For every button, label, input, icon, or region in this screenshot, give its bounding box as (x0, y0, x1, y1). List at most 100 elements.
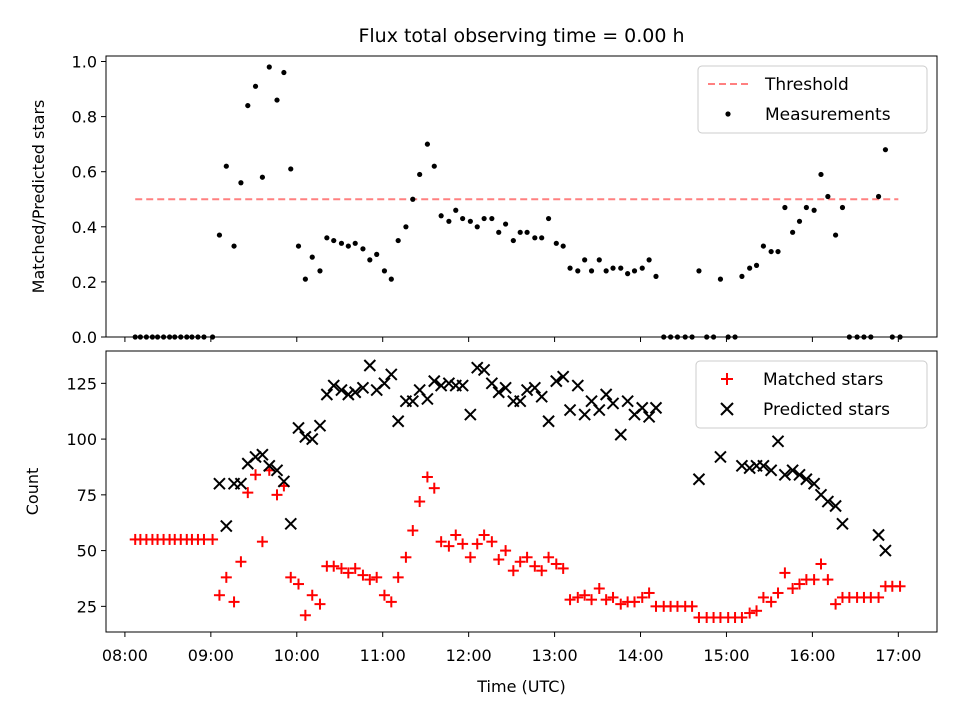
predicted-star-point (320, 388, 334, 401)
matched-star-point (564, 594, 576, 606)
matched-star-point (779, 567, 791, 579)
top-y-tick-label: 1.0 (72, 53, 97, 72)
bottom-y-tick-label: 100 (66, 430, 97, 449)
x-tick-label: 09:00 (188, 646, 234, 665)
bottom-y-tick-label: 50 (77, 542, 97, 561)
x-tick-label: 12:00 (446, 646, 492, 665)
matched-star-point (392, 571, 404, 583)
predicted-star-point (836, 517, 849, 531)
matched-star-point (443, 540, 455, 552)
predicted-star-point (556, 370, 570, 383)
matched-star-point (228, 596, 240, 608)
measurement-point (839, 204, 846, 211)
predicted-star-point (578, 408, 591, 421)
measurement-point (417, 171, 423, 178)
measurement-point (610, 265, 616, 271)
predicted-star-point (471, 361, 484, 374)
measurement-point (588, 268, 595, 274)
measurement-point (388, 276, 394, 282)
measurement-point (717, 276, 724, 282)
measurement-point (266, 64, 272, 70)
matched-star-point (457, 538, 469, 550)
matched-star-point (772, 587, 784, 599)
top-panel-ratio: 0.0 0.2 0.4 0.6 0.8 1.0 Matched/Predicted sta… (29, 53, 938, 347)
bottom-y-tick-label: 25 (77, 597, 97, 616)
predicted-star-point (793, 468, 806, 481)
predicted-star-point (829, 499, 842, 513)
measurement-point (596, 257, 602, 263)
matched-star-point (400, 551, 412, 563)
measurement-point (259, 174, 266, 180)
measurement-point (352, 240, 358, 246)
matched-star-point (686, 600, 698, 612)
predicted-star-point (757, 459, 770, 473)
matched-star-point (507, 565, 519, 577)
measurement-point (582, 257, 588, 263)
matched-star-point (250, 469, 262, 481)
predicted-star-point (292, 421, 305, 435)
matched-star-point (744, 607, 756, 619)
predicted-star-point (299, 430, 312, 444)
predicted-star-point (807, 477, 821, 490)
measurement-point (281, 69, 287, 76)
matched-star-point (557, 562, 569, 574)
measurement-point (560, 243, 566, 249)
measurement-point (760, 243, 767, 249)
measurement-point (753, 262, 760, 268)
predicted-star-point (256, 448, 269, 461)
measurement-point (575, 268, 581, 274)
measurement-point (625, 271, 631, 277)
measurement-point (875, 193, 882, 200)
predicted-star-point (735, 459, 749, 473)
predicted-star-point (249, 450, 262, 464)
predicted-star-point (349, 386, 362, 399)
predicted-star-point (593, 403, 606, 417)
matched-star-point (407, 525, 419, 537)
predicted-star-point (520, 383, 534, 397)
measurement-point (653, 273, 659, 279)
predicted-legend-marker (720, 402, 734, 416)
matched-star-point (521, 551, 533, 563)
matched-star-point (414, 496, 426, 508)
top-legend: Threshold Measurements (697, 65, 928, 134)
top-y-tick-label: 0.8 (72, 108, 97, 127)
measurement-point (345, 243, 351, 249)
matched-star-point (371, 571, 383, 583)
measurement-point (302, 276, 308, 282)
x-tick-label: 10:00 (274, 646, 320, 665)
predicted-star-point (778, 468, 792, 481)
matched-star-point (357, 569, 369, 581)
measurement-point (803, 204, 809, 211)
predicted-star-point (263, 459, 276, 473)
matched-star-point (615, 598, 627, 610)
measurement-point (331, 237, 337, 244)
predicted-star-point (599, 388, 613, 401)
measurement-point (631, 268, 638, 274)
matched-star-point (349, 562, 361, 574)
predicted-star-point (442, 377, 456, 390)
x-tick-label: 11:00 (360, 646, 406, 665)
predicted-star-point (306, 432, 319, 446)
measurement-point (474, 224, 480, 230)
x-tick-label: 14:00 (617, 646, 663, 665)
measurement-point (782, 204, 788, 211)
x-tick-label: 16:00 (789, 646, 835, 665)
predicted-star-point (356, 381, 370, 395)
predicted-star-point (378, 377, 391, 390)
predicted-star-point (571, 379, 584, 392)
matched-star-point (751, 605, 763, 617)
predicted-star-point (542, 415, 555, 428)
matched-star-point (450, 529, 462, 541)
matched-star-point (765, 596, 777, 608)
predicted-star-point (234, 477, 248, 490)
predicted-star-point (284, 517, 297, 531)
matched-star-point (808, 574, 820, 586)
measurements-legend-label: Measurements (765, 105, 891, 125)
matched-star-point (299, 609, 311, 621)
predicted-star-point (485, 377, 499, 390)
matched-star-point (220, 571, 232, 583)
predicted-star-point (213, 477, 226, 490)
measurement-point (739, 273, 745, 279)
predicted-star-point (879, 544, 892, 557)
